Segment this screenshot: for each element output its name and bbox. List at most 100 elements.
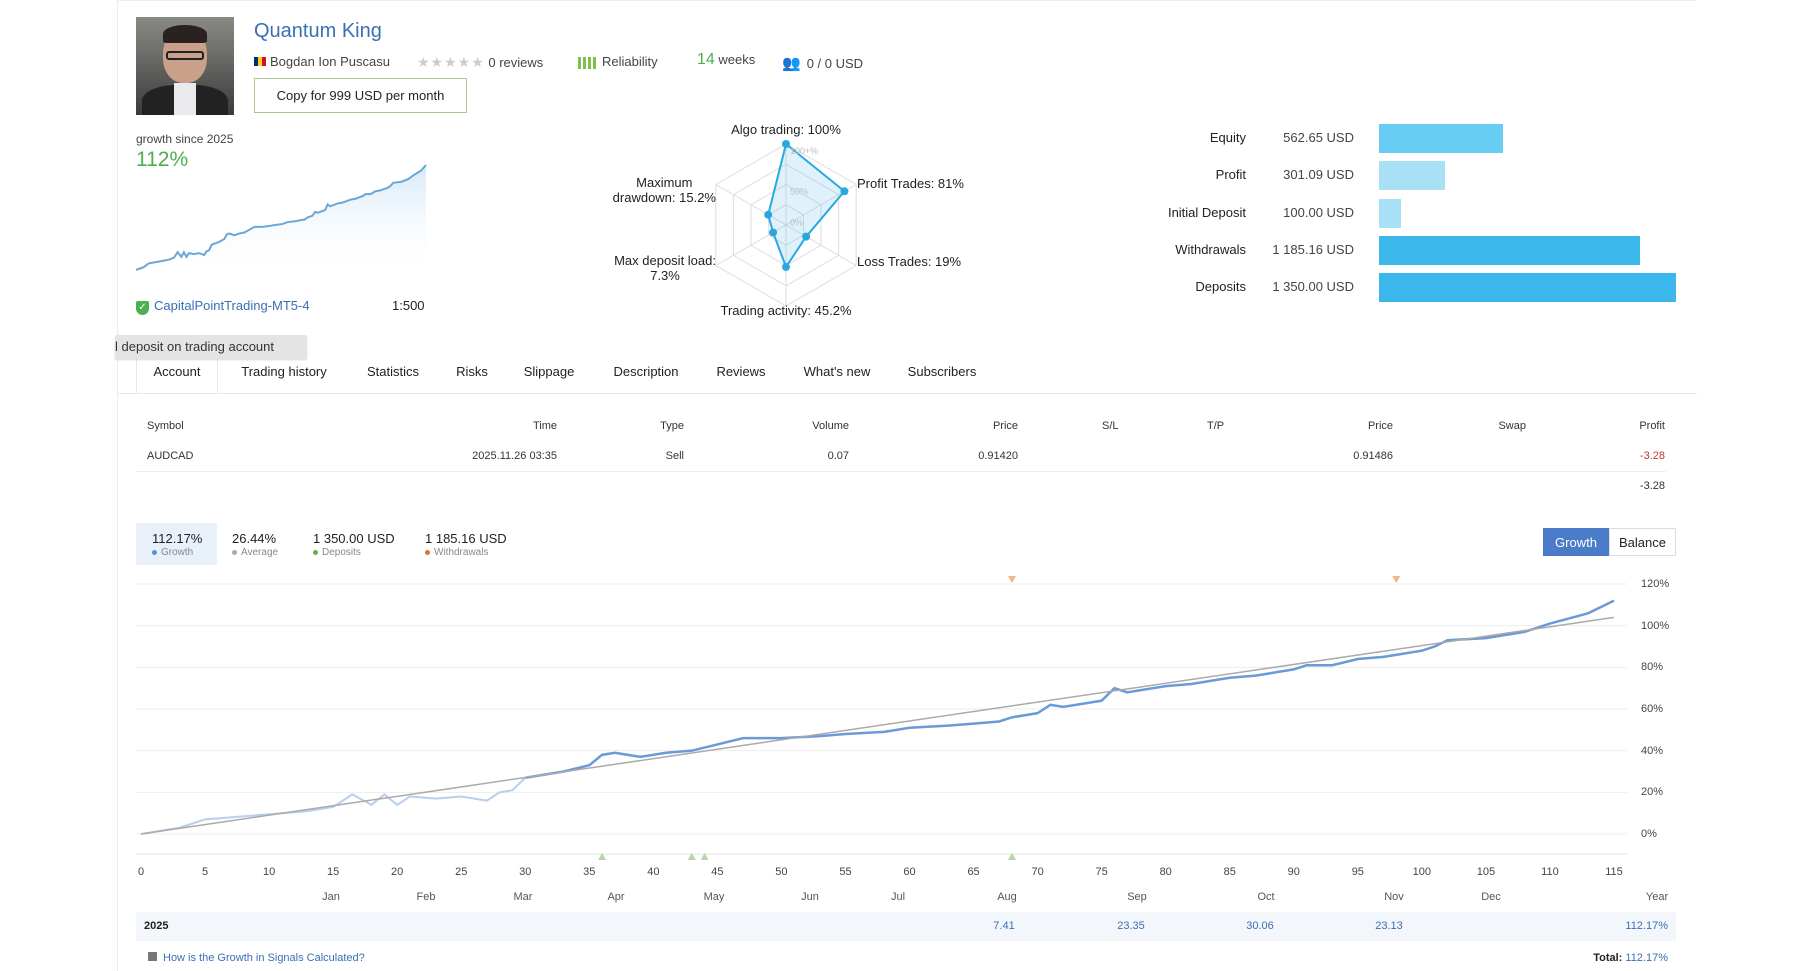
balance-bar	[1379, 161, 1446, 190]
verified-shield-icon: ✓	[136, 301, 149, 315]
radar-chart: 100+% 50% 0%	[715, 140, 857, 307]
reliability-label: Reliability	[602, 54, 658, 69]
column-header[interactable]: Type	[660, 420, 684, 432]
month-growth-value[interactable]: 30.06	[1246, 920, 1274, 932]
y-tick-label: 80%	[1641, 661, 1664, 674]
growth-value: 112%	[136, 148, 189, 171]
tab-what-s-new[interactable]: What's new	[803, 364, 871, 379]
book-icon	[148, 952, 157, 961]
tab-description[interactable]: Description	[613, 364, 679, 379]
legend-dot-icon	[313, 549, 318, 555]
tab-account[interactable]: Account	[153, 364, 201, 379]
legend-dot-icon	[425, 549, 430, 555]
x-tick-label: 100	[1412, 866, 1432, 878]
radar-axis	[785, 224, 857, 266]
column-header[interactable]: Price	[992, 420, 1018, 432]
legend-dot-icon	[152, 549, 157, 555]
sparkline-area	[136, 165, 426, 275]
footer-total-value: 112.17%	[1625, 952, 1668, 964]
summary-label-text: Deposits	[322, 547, 361, 558]
y-tick-label: 0%	[1641, 828, 1657, 840]
table-cell: -3.28	[1639, 450, 1665, 462]
author[interactable]: Bogdan Ion Puscasu	[254, 54, 390, 69]
reviews-count: 0 reviews	[488, 55, 544, 70]
growth-chart	[136, 576, 1627, 860]
x-tick-label: 45	[711, 866, 724, 878]
balance-bar	[1379, 273, 1676, 302]
bar-label: Initial Deposit	[1167, 205, 1246, 220]
y-tick-label: 40%	[1641, 744, 1664, 757]
growth-help-link[interactable]: How is the Growth in Signals Calculated?	[148, 952, 365, 964]
deposit-marker	[687, 853, 696, 860]
bar-label: Equity	[1209, 130, 1246, 145]
column-header[interactable]: Swap	[1498, 420, 1526, 432]
broker-link[interactable]: ✓ CapitalPointTrading-MT5-4	[136, 298, 310, 315]
summary-label: Withdrawals	[425, 547, 488, 558]
bar-label: Withdrawals	[1175, 242, 1246, 257]
column-header[interactable]: S/L	[1102, 420, 1119, 432]
page-container	[117, 0, 1697, 971]
deposit-marker	[1007, 853, 1016, 860]
y-tick-label: 20%	[1641, 786, 1664, 799]
month-growth-value[interactable]: 23.13	[1375, 920, 1403, 932]
subscribers: 👥 0 / 0 USD	[782, 54, 863, 72]
footer-total-label: Total:	[1593, 952, 1623, 964]
radar-label-loss: Loss Trades: 19%	[857, 254, 962, 269]
month-label: Dec	[1481, 891, 1501, 903]
radar-label-load-line2: 7.3%	[650, 268, 680, 283]
withdrawal-marker	[1007, 576, 1016, 583]
column-header[interactable]: T/P	[1207, 420, 1225, 432]
copy-button[interactable]: Copy for 999 USD per month	[254, 78, 467, 113]
x-tick-label: 40	[647, 866, 660, 878]
column-header[interactable]: Symbol	[147, 420, 184, 432]
month-label: Aug	[997, 891, 1017, 903]
growth-label: growth since 2025	[136, 132, 234, 146]
tab-trading-history[interactable]: Trading history	[241, 364, 327, 379]
bar-label: Profit	[1215, 167, 1246, 182]
column-header[interactable]: Price	[1367, 420, 1393, 432]
romania-flag-icon	[254, 57, 266, 66]
column-header[interactable]: Volume	[812, 420, 849, 432]
radar-ring-label: 100+%	[790, 146, 818, 156]
tab-risks[interactable]: Risks	[456, 364, 488, 379]
x-tick-label: 30	[519, 866, 532, 878]
x-tick-label: 55	[839, 866, 852, 878]
table-cell: 2025.11.26 03:35	[472, 450, 557, 462]
growth-stat-highlight[interactable]	[136, 523, 217, 565]
rating[interactable]: ★★★★★ 0 reviews	[417, 54, 543, 71]
sparkline-line	[136, 164, 427, 271]
balance-bar	[1379, 199, 1401, 228]
radar-label-load-line1: Max deposit load:	[614, 253, 716, 268]
tab-reviews[interactable]: Reviews	[716, 364, 766, 379]
growth-toggle-button[interactable]: Growth	[1543, 528, 1609, 556]
y-tick-label: 120%	[1641, 578, 1670, 590]
summary-label-text: Withdrawals	[434, 547, 489, 558]
tab-subscribers[interactable]: Subscribers	[907, 364, 977, 379]
summary-value: 1 185.16 USD	[425, 531, 507, 546]
signal-title[interactable]: Quantum King	[254, 20, 382, 42]
y-tick-label: 60%	[1641, 703, 1664, 715]
x-tick-label: 90	[1287, 866, 1300, 878]
column-header[interactable]: Profit	[1639, 420, 1665, 432]
radar-point	[764, 210, 773, 219]
x-tick-label: 5	[201, 866, 209, 878]
x-tick-label: 85	[1223, 866, 1236, 878]
balance-toggle-button[interactable]: Balance	[1609, 528, 1676, 556]
month-growth-value[interactable]: 7.41	[993, 920, 1015, 932]
month-label: Oct	[1257, 891, 1275, 903]
reliability-bars-icon	[578, 56, 598, 69]
bar-label: Deposits	[1195, 279, 1246, 294]
x-tick-label: 75	[1095, 866, 1108, 878]
x-tick-label: 105	[1476, 866, 1496, 878]
tab-slippage[interactable]: Slippage	[523, 364, 575, 379]
x-tick-label: 110	[1541, 866, 1559, 878]
summary-label: Growth	[152, 547, 193, 558]
month-growth-value[interactable]: 23.35	[1117, 920, 1145, 932]
summary-label: Average	[232, 547, 278, 558]
column-header[interactable]: Time	[532, 420, 557, 432]
growth-help-text: How is the Growth in Signals Calculated?	[163, 952, 365, 964]
tab-statistics[interactable]: Statistics	[366, 364, 420, 379]
radar-label-drawdown-line2: drawdown: 15.2%	[612, 190, 716, 205]
radar-label-profit: Profit Trades: 81%	[857, 176, 964, 191]
growth-line	[525, 599, 1615, 779]
